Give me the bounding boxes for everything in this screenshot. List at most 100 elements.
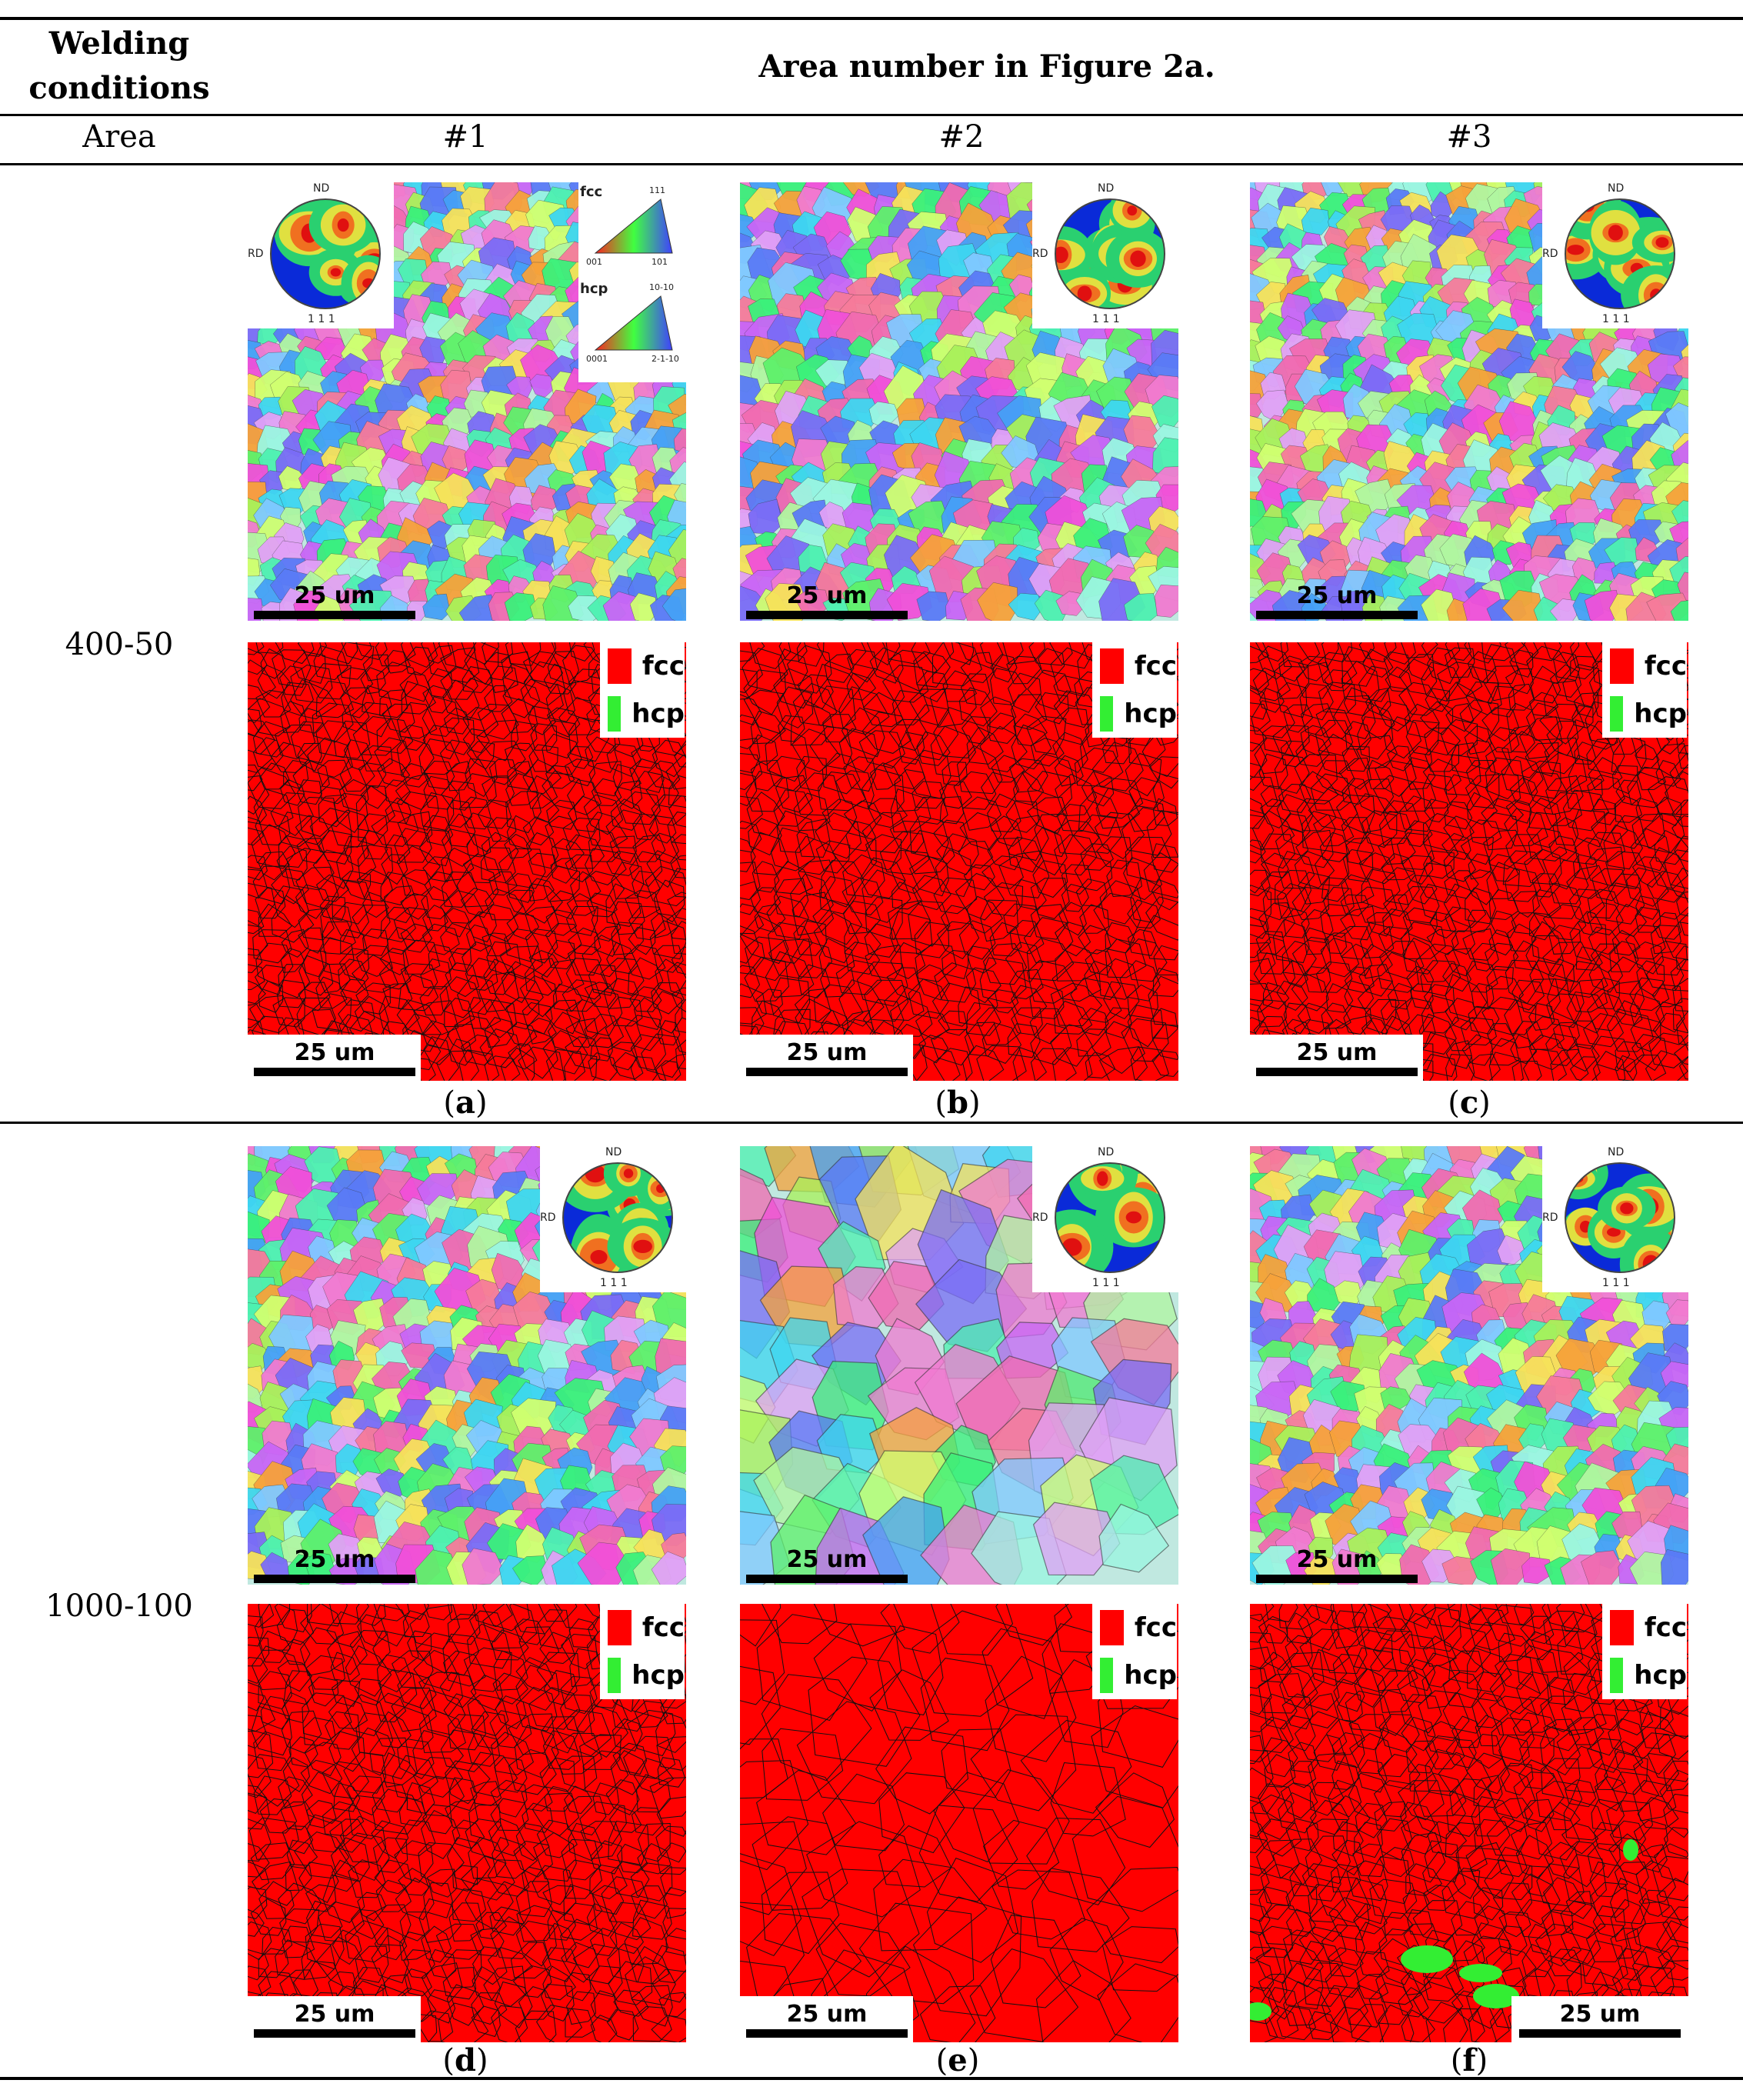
top-rule [0, 17, 1743, 20]
phase-scale-bar: 25 um [1519, 2001, 1681, 2038]
legend-fcc-row: fcc [1092, 642, 1177, 690]
legend-fcc-row: fcc [1092, 1604, 1177, 1652]
legend-hcp-row: hcp [1092, 1652, 1177, 1699]
ipf-map-b: 25 um ND RD 1 1 1 [740, 182, 1178, 621]
legend-fcc-label: fcc [1134, 1612, 1177, 1643]
pole-figure-c: ND RD 1 1 1 [1542, 182, 1688, 328]
pole-plane-label: 1 1 1 [600, 1277, 628, 1289]
pole-figure-e: ND RD 1 1 1 [1032, 1146, 1178, 1292]
ipf-scale-bar: 25 um [254, 1546, 415, 1583]
legend-fcc-row: fcc [1602, 642, 1687, 690]
legend-hcp-row: hcp [600, 1652, 685, 1699]
phase-scale-bar: 25 um [1256, 1039, 1418, 1076]
header-welding-conditions: Welding conditions [28, 25, 210, 106]
condition-1000-100: 1000-100 [45, 1588, 193, 1624]
phase-map-c: fcc hcp 25 um [1250, 642, 1688, 1081]
ipf-scale-bar: 25 um [1256, 1546, 1418, 1583]
phase-legend-f: fcc hcp [1602, 1604, 1687, 1699]
phase-legend-b: fcc hcp [1092, 642, 1177, 738]
scale-bar-line [746, 2029, 908, 2038]
legend-fcc-label: fcc [1644, 1612, 1687, 1643]
phase-map-b: fcc hcp 25 um [740, 642, 1178, 1081]
legend-fcc-row: fcc [600, 642, 685, 690]
legend-fcc-label: fcc [642, 651, 685, 682]
legend-fcc-label: fcc [642, 1612, 685, 1643]
ipf-map-f: 25 um ND RD 1 1 1 [1250, 1146, 1688, 1585]
pole-nd-label: ND [1608, 182, 1625, 195]
header-rule [0, 114, 1743, 116]
legend-hcp-row: hcp [1092, 690, 1177, 738]
phase-map-e: fcc hcp 25 um [740, 1604, 1178, 2042]
scale-bar-label: 25 um [1296, 582, 1378, 609]
ipf-color-key: fcc 111 001 101 hcp 10-10 0001 2-1-10 [578, 182, 686, 382]
pole-rd-label: RD [248, 248, 264, 260]
scale-bar-label: 25 um [786, 2001, 868, 2028]
phase-map-a: fcc hcp 25 um [248, 642, 686, 1081]
pole-figure-plot [1055, 198, 1165, 309]
scale-bar-line [1256, 1068, 1418, 1076]
scale-bar-line [254, 611, 415, 619]
pole-rd-label: RD [1542, 1212, 1558, 1224]
legend-hcp-label: hcp [632, 698, 685, 729]
pole-nd-label: ND [1608, 1146, 1625, 1158]
pole-figure-b: ND RD 1 1 1 [1032, 182, 1178, 328]
row-divider [0, 1122, 1743, 1124]
legend-fcc-swatch [608, 648, 632, 684]
legend-fcc-label: fcc [1644, 651, 1687, 682]
ipf-corner-right: 2-1-10 [652, 354, 679, 364]
phase-scale-bar: 25 um [254, 2001, 415, 2038]
legend-fcc-label: fcc [1134, 651, 1177, 682]
scale-bar-line [254, 1068, 415, 1076]
caption-f: (f) [1450, 2042, 1488, 2078]
header-area-number: Area number in Figure 2a. [758, 48, 1215, 85]
phase-legend-a: fcc hcp [600, 642, 685, 738]
pole-rd-label: RD [1542, 248, 1558, 260]
scale-bar-label: 25 um [786, 1039, 868, 1066]
caption-d: (d) [442, 2042, 488, 2078]
area-label: Area [82, 119, 156, 155]
ipf-scale-bar: 25 um [1256, 582, 1418, 619]
pole-nd-label: ND [313, 182, 330, 195]
scale-bar-line [746, 1068, 908, 1076]
ipf-scale-bar: 25 um [746, 582, 908, 619]
bottom-rule [0, 2077, 1743, 2080]
ipf-map-d: 25 um ND RD 1 1 1 [248, 1146, 686, 1585]
legend-hcp-label: hcp [1124, 1660, 1177, 1691]
legend-hcp-swatch [608, 696, 622, 732]
caption-b: (b) [935, 1085, 981, 1121]
area-2-label: #2 [938, 119, 985, 155]
pole-figure-plot [1565, 1162, 1675, 1273]
pole-plane-label: 1 1 1 [308, 313, 335, 325]
legend-fcc-swatch [1610, 1610, 1634, 1645]
phase-map-f: fcc hcp 25 um [1250, 1604, 1688, 2042]
legend-hcp-swatch [1610, 696, 1624, 732]
ipf-map-c: 25 um ND RD 1 1 1 [1250, 182, 1688, 621]
scale-bar-label: 25 um [294, 582, 375, 609]
pole-plane-label: 1 1 1 [1602, 313, 1630, 325]
scale-bar-line [746, 1575, 908, 1583]
pole-nd-label: ND [1098, 1146, 1115, 1158]
ipf-map-a: 25 um ND RD 1 1 1 fcc 111 001 101 hcp 10-10 0001 2-… [248, 182, 686, 621]
legend-hcp-row: hcp [1602, 1652, 1687, 1699]
phase-legend-e: fcc hcp [1092, 1604, 1177, 1699]
legend-fcc-swatch [1100, 1610, 1124, 1645]
phase-scale-bar: 25 um [746, 1039, 908, 1076]
legend-hcp-label: hcp [1634, 698, 1687, 729]
pole-figure-plot [1565, 198, 1675, 309]
scale-bar-label: 25 um [294, 1039, 375, 1066]
pole-figure-plot [562, 1162, 673, 1273]
pole-figure-f: ND RD 1 1 1 [1542, 1146, 1688, 1292]
ipf-triangle [594, 198, 673, 254]
ipf-scale-bar: 25 um [746, 1546, 908, 1583]
ipf-fcc-label: fcc [580, 184, 603, 200]
pole-plane-label: 1 1 1 [1602, 1277, 1630, 1289]
legend-hcp-label: hcp [1634, 1660, 1687, 1691]
scale-bar-label: 25 um [1559, 2001, 1641, 2028]
scale-bar-line [746, 611, 908, 619]
phase-scale-bar: 25 um [254, 1039, 415, 1076]
pole-figure-plot [1055, 1162, 1165, 1273]
pole-nd-label: ND [1098, 182, 1115, 195]
scale-bar-label: 25 um [786, 582, 868, 609]
legend-hcp-label: hcp [1124, 698, 1177, 729]
legend-fcc-row: fcc [600, 1604, 685, 1652]
